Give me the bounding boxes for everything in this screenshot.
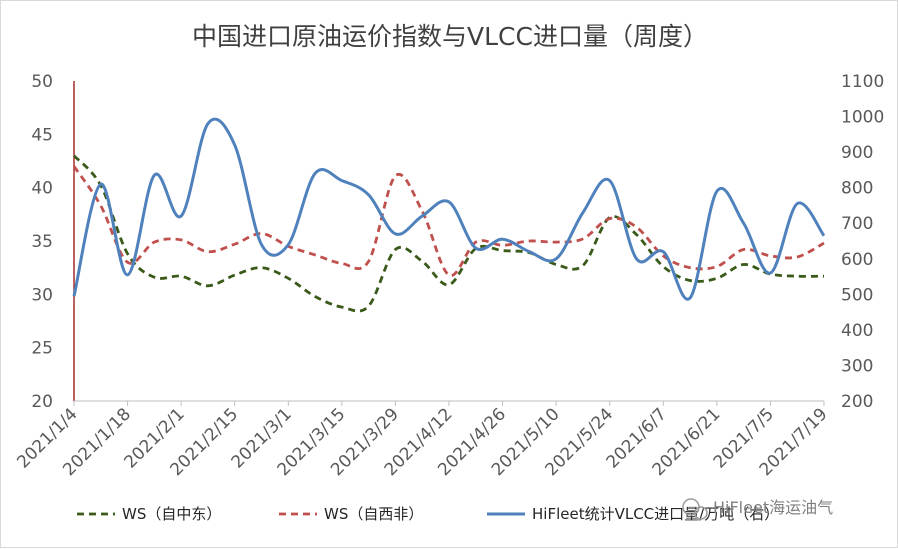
wechat-icon-bubble [694,506,708,520]
legend-label-1: WS（自西非） [324,505,423,523]
chart-title: 中国进口原油运价指数与VLCC进口量（周度） [192,22,708,51]
y-left-tick-label: 40 [31,179,53,199]
y-right-tick-label: 500 [841,285,873,305]
y-right-tick-label: 800 [841,179,873,199]
series-layer [72,117,826,313]
y-right-tick-label: 400 [841,321,873,341]
y-left-tick-label: 50 [31,72,53,92]
axes-layer: 20 25 30 35 40 45 50 200 300 400 500 600 700 800 900 10… [13,72,884,480]
y-right-tick-label: 300 [841,356,873,376]
legend-label-2: HiFleet统计VLCC进口量/万吨（右） [532,505,779,523]
y-right-tick-label: 1100 [841,72,884,92]
y-right-tick-label: 600 [841,250,873,270]
y-left-tick-label: 25 [31,339,53,359]
series-line-2 [72,117,826,301]
y-right-tick-label: 200 [841,392,873,412]
y-left-tick-label: 30 [31,285,53,305]
series-line-0 [72,154,825,313]
series-line-1 [72,165,825,277]
y-left-tick-label: 35 [31,232,53,252]
y-right-tick-label: 700 [841,214,873,234]
y-right-tick-label: 1000 [841,108,884,128]
watermark: HiFleet海运油气 [682,498,833,520]
y-left-tick-label: 45 [31,125,53,145]
y-left-tick-label: 20 [31,392,53,412]
y-right-tick-label: 900 [841,143,873,163]
legend: WS（自中东） WS（自西非） HiFleet统计VLCC进口量/万吨（右） [77,505,779,523]
legend-label-0: WS（自中东） [122,505,221,523]
watermark-text: HiFleet海运油气 [713,498,833,517]
